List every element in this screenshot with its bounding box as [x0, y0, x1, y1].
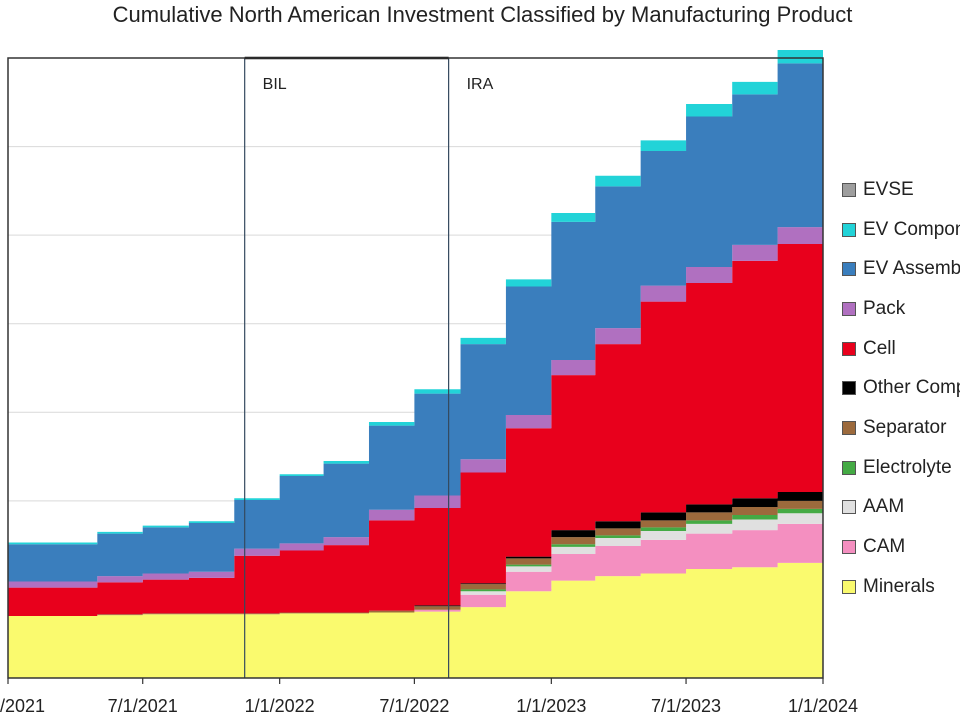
- legend-label: CAM: [863, 536, 906, 558]
- legend-swatch: [842, 301, 856, 316]
- legend-label: EV Assembly: [863, 258, 960, 280]
- legend-item-separator: Separator: [842, 408, 960, 448]
- legend-label: Cell: [863, 337, 896, 359]
- legend-swatch: [842, 381, 856, 396]
- legend-label: AAM: [863, 496, 905, 518]
- legend-item-aam: AAM: [842, 488, 960, 528]
- area-aam: [8, 509, 823, 616]
- legend-swatch: [842, 460, 856, 475]
- legend-label: Pack: [863, 297, 906, 319]
- legend-label: EVSE: [863, 178, 914, 200]
- legend-item-minerals: Minerals: [842, 567, 960, 607]
- x-tick-label: 7/1/2022: [379, 696, 449, 716]
- area-separator: [8, 497, 823, 616]
- area-cam: [8, 521, 823, 616]
- area-minerals: [8, 561, 823, 678]
- legend-swatch: [842, 262, 856, 277]
- legend-swatch: [842, 341, 856, 356]
- stacked-areas: [8, 50, 823, 678]
- legend-item-ev-components: EV Components: [842, 210, 960, 250]
- legend-swatch: [842, 420, 856, 435]
- x-tick-label: 7/1/2021: [108, 696, 178, 716]
- legend-label: Other Components: [863, 377, 960, 399]
- x-tick-label: 1/1/2022: [245, 696, 315, 716]
- legend-item-cell: Cell: [842, 329, 960, 369]
- area-electrolyte: [8, 505, 823, 616]
- legend-label: Separator: [863, 416, 947, 438]
- legend: EVSE EV Components EV Assembly Pack Cell Othe…: [842, 170, 960, 607]
- legend-label: EV Components: [863, 218, 960, 240]
- legend-item-cam: CAM: [842, 527, 960, 567]
- legend-item-electrolyte: Electrolyte: [842, 448, 960, 488]
- annotation-label-ira: IRA: [467, 76, 494, 93]
- legend-label: Electrolyte: [863, 456, 952, 478]
- legend-swatch: [842, 222, 856, 237]
- x-tick-label: /2021: [0, 696, 45, 716]
- x-tick-label: 1/1/2023: [516, 696, 586, 716]
- x-axis: /2021 7/1/2021 1/1/2022 7/1/2022 1/1/2023 7/1…: [0, 678, 858, 716]
- legend-item-ev-assembly: EV Assembly: [842, 249, 960, 289]
- plot-frame: [7, 57, 824, 679]
- legend-item-evse: EVSE: [842, 170, 960, 210]
- annotation-label-bil: BIL: [263, 76, 287, 93]
- x-tick-label: 7/1/2023: [651, 696, 721, 716]
- legend-swatch: [842, 540, 856, 555]
- legend-item-pack: Pack: [842, 289, 960, 329]
- legend-item-other-components: Other Components: [842, 368, 960, 408]
- legend-swatch: [842, 182, 856, 197]
- area-other-components: [8, 488, 823, 616]
- area-ev-assembly: [8, 63, 823, 582]
- legend-swatch: [842, 500, 856, 515]
- x-tick-label: 1/1/2024: [788, 696, 858, 716]
- legend-label: Minerals: [863, 575, 935, 597]
- area-cell: [8, 244, 823, 616]
- chart-title: Cumulative North American Investment Cla…: [112, 2, 853, 27]
- legend-swatch: [842, 579, 856, 594]
